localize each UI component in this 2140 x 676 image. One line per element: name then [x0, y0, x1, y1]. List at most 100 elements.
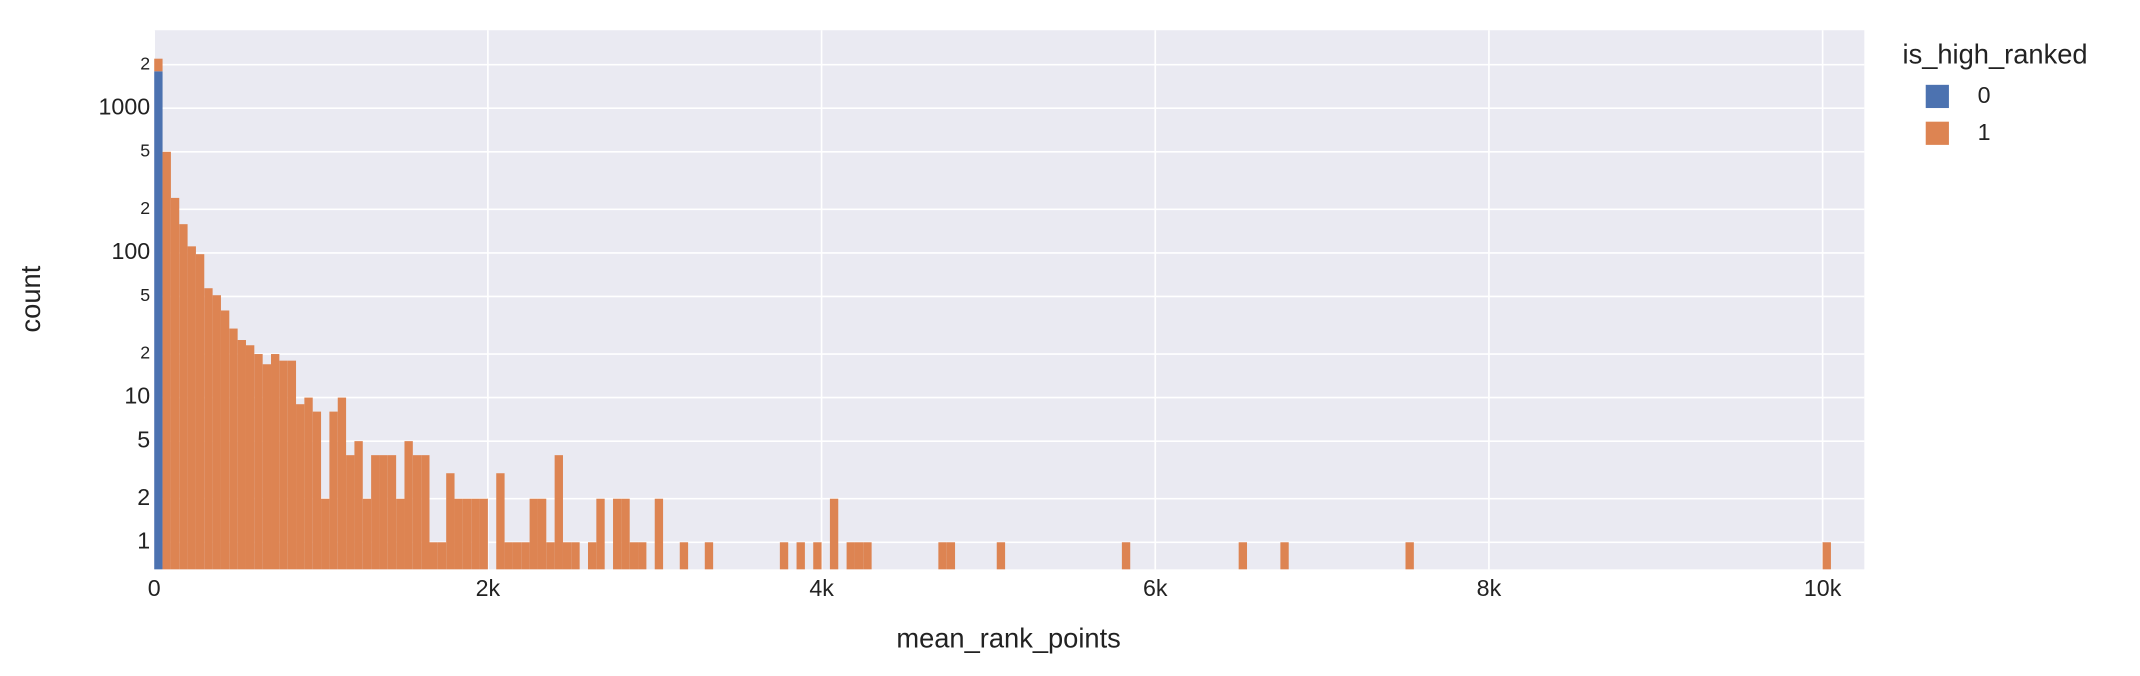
bar: [462, 498, 472, 570]
bar: [421, 455, 430, 570]
y-tick-label: 2: [140, 343, 150, 363]
bar: [429, 542, 438, 570]
bar: [412, 455, 422, 570]
bar: [195, 254, 205, 570]
bar: [321, 498, 330, 570]
bar: [1822, 542, 1831, 570]
bar: [621, 498, 630, 570]
bar: [479, 498, 488, 570]
bar: [813, 542, 822, 570]
y-tick-label: 5: [137, 426, 150, 452]
bar: [596, 498, 605, 570]
bar: [262, 364, 272, 570]
bar: [629, 542, 639, 570]
bar: [588, 542, 597, 570]
bar: [337, 397, 347, 570]
bar: [679, 542, 689, 570]
bar: [938, 542, 947, 570]
y-tick-label: 5: [140, 140, 150, 160]
bar: [562, 542, 572, 570]
bar: [504, 542, 513, 570]
bar: [371, 455, 380, 570]
bar: [846, 542, 855, 570]
y-tick-label: 2: [140, 198, 150, 218]
bar: [154, 58, 163, 72]
bar: [1121, 542, 1131, 570]
y-tick-label: 1000: [99, 93, 151, 119]
y-tick-label: 5: [140, 285, 150, 305]
bar: [237, 340, 246, 570]
bar: [312, 411, 322, 570]
grid: [153, 30, 1865, 570]
bar: [404, 441, 413, 570]
bar: [546, 542, 555, 570]
bar: [863, 542, 872, 570]
bar: [396, 498, 405, 570]
bar: [571, 542, 580, 570]
bar: [638, 542, 647, 570]
bar: [554, 455, 563, 570]
plot-area: [154, 30, 1865, 570]
bar: [996, 542, 1006, 570]
bar: [537, 498, 547, 570]
bar: [496, 473, 505, 570]
bar: [254, 354, 263, 570]
bar: [229, 328, 238, 570]
bar: [162, 151, 171, 570]
x-axis-title: mean_rank_points: [896, 623, 1120, 654]
bar: [212, 295, 221, 570]
bar: [704, 542, 714, 570]
bar: [179, 224, 188, 570]
bar: [521, 542, 530, 570]
bar: [379, 455, 388, 570]
x-tick-label: 6k: [1143, 575, 1168, 601]
bar: [296, 404, 305, 570]
bar: [354, 441, 363, 570]
x-tick-label: 0: [148, 575, 161, 601]
bar: [304, 397, 313, 570]
y-tick-label: 10: [124, 383, 150, 409]
y-tick-label: 2: [137, 484, 150, 510]
bar: [245, 345, 255, 570]
bar: [796, 542, 805, 570]
bar: [1238, 542, 1248, 570]
x-tick-label: 2k: [476, 575, 501, 601]
bar: [454, 498, 463, 570]
bar: [437, 542, 447, 570]
bar: [854, 542, 864, 570]
y-tick-label: 1: [137, 527, 150, 553]
bar: [329, 411, 338, 570]
bar: [779, 542, 789, 570]
bar: [471, 498, 480, 570]
bar: [946, 542, 956, 570]
bar: [279, 360, 288, 570]
bars: [154, 58, 1831, 570]
bar: [170, 197, 180, 570]
bar: [1280, 542, 1289, 570]
ticks: 0 2k 4k 6k 8k 10k 1 2 5 10 2 5 100 2 5 1000 2: [99, 53, 1842, 601]
x-tick-label: 4k: [809, 575, 834, 601]
legend-label: 0: [1978, 82, 1991, 108]
x-tick-label: 8k: [1477, 575, 1502, 601]
legend: 01: [1925, 82, 1991, 145]
legend-label: 1: [1978, 119, 1991, 145]
y-tick-label: 2: [140, 53, 150, 73]
bar: [529, 498, 538, 570]
bar: [346, 455, 355, 570]
y-axis-title: count: [15, 265, 46, 332]
bar: [1405, 542, 1414, 570]
bar: [271, 354, 280, 570]
bar: [154, 71, 163, 570]
bar: [387, 455, 397, 570]
bar: [187, 246, 196, 570]
legend-title: is_high_ranked: [1903, 38, 2088, 69]
y-tick-label: 100: [111, 238, 150, 264]
bar: [829, 498, 839, 570]
bar: [613, 498, 622, 570]
x-tick-label: 10k: [1804, 575, 1842, 601]
bar: [512, 542, 522, 570]
legend-swatch: [1925, 121, 1949, 145]
bar: [204, 288, 213, 570]
